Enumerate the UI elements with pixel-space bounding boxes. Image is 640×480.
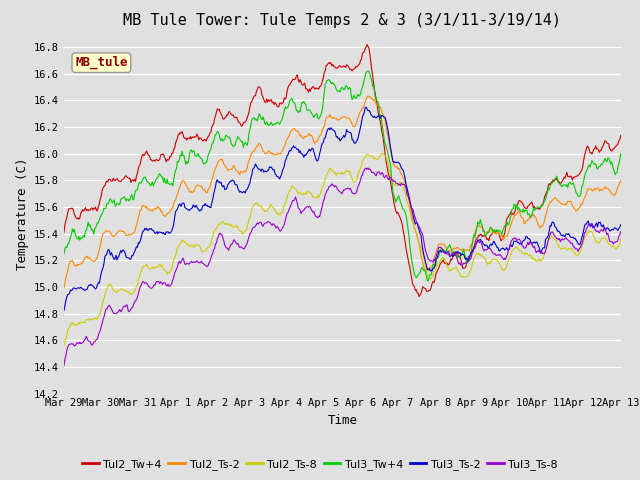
- Tul2_Ts-2: [617, 178, 625, 183]
- Tul3_Tw+4: [159, 174, 166, 180]
- Title: MB Tule Tower: Tule Temps 2 & 3 (3/1/11-3/19/14): MB Tule Tower: Tule Temps 2 & 3 (3/1/11-…: [124, 13, 561, 28]
- Line: Tul3_Tw+4: Tul3_Tw+4: [64, 71, 621, 281]
- Tul3_Ts-2: [433, 255, 440, 261]
- Tul3_Ts-8: [159, 282, 166, 288]
- Tul3_Tw+4: [434, 255, 442, 261]
- Tul3_Ts-8: [60, 363, 68, 369]
- Tul3_Tw+4: [204, 158, 211, 164]
- Line: Tul3_Ts-8: Tul3_Ts-8: [64, 168, 621, 366]
- Tul3_Ts-2: [159, 231, 166, 237]
- Tul2_Ts-2: [364, 93, 372, 99]
- Line: Tul2_Ts-8: Tul2_Ts-8: [64, 154, 621, 346]
- Tul3_Ts-2: [389, 159, 397, 165]
- Y-axis label: Temperature (C): Temperature (C): [15, 157, 29, 270]
- Tul3_Tw+4: [424, 278, 431, 284]
- Legend: Tul2_Tw+4, Tul2_Ts-2, Tul2_Ts-8, Tul3_Tw+4, Tul3_Ts-2, Tul3_Ts-8: Tul2_Tw+4, Tul2_Ts-2, Tul2_Ts-8, Tul3_Tw…: [77, 455, 563, 474]
- Tul3_Tw+4: [481, 233, 489, 239]
- Tul2_Ts-2: [433, 247, 440, 253]
- Tul3_Ts-2: [312, 156, 320, 162]
- Tul2_Ts-2: [480, 228, 488, 233]
- Tul3_Tw+4: [60, 251, 68, 257]
- Tul3_Ts-2: [362, 104, 370, 110]
- Tul2_Tw+4: [312, 85, 320, 91]
- Tul2_Tw+4: [617, 132, 625, 138]
- Tul2_Tw+4: [415, 294, 423, 300]
- Tul3_Tw+4: [617, 151, 625, 156]
- Tul3_Ts-8: [389, 177, 397, 183]
- Tul3_Ts-8: [312, 214, 320, 219]
- Line: Tul2_Tw+4: Tul2_Tw+4: [64, 45, 621, 297]
- Tul2_Tw+4: [481, 233, 489, 239]
- Tul2_Tw+4: [389, 194, 397, 200]
- Line: Tul2_Ts-2: Tul2_Ts-2: [64, 96, 621, 288]
- Tul3_Ts-8: [364, 165, 372, 171]
- Tul2_Tw+4: [60, 229, 68, 235]
- Tul2_Ts-2: [389, 159, 397, 165]
- Tul2_Ts-8: [433, 263, 440, 269]
- Tul3_Ts-8: [433, 252, 440, 257]
- Tul2_Tw+4: [159, 151, 166, 157]
- Tul2_Ts-8: [159, 265, 166, 271]
- Tul3_Ts-2: [60, 308, 68, 313]
- Tul2_Tw+4: [434, 267, 442, 273]
- Tul2_Ts-8: [389, 180, 397, 186]
- Tul3_Ts-8: [480, 248, 488, 254]
- Tul2_Ts-2: [312, 139, 320, 144]
- Tul3_Ts-8: [617, 229, 625, 235]
- Text: MB_tule: MB_tule: [75, 56, 127, 69]
- Tul2_Ts-2: [159, 211, 166, 216]
- Line: Tul3_Ts-2: Tul3_Ts-2: [64, 107, 621, 311]
- Tul3_Ts-8: [204, 264, 211, 270]
- Tul2_Ts-8: [480, 255, 488, 261]
- Tul3_Tw+4: [389, 191, 397, 196]
- Tul2_Ts-2: [204, 190, 211, 195]
- Tul2_Ts-8: [312, 195, 320, 201]
- Tul2_Ts-2: [60, 285, 68, 291]
- Tul3_Tw+4: [364, 68, 372, 74]
- Tul3_Tw+4: [312, 112, 320, 118]
- X-axis label: Time: Time: [328, 414, 357, 427]
- Tul2_Ts-8: [378, 151, 386, 156]
- Tul2_Ts-8: [617, 236, 625, 242]
- Tul2_Ts-8: [204, 245, 211, 251]
- Tul3_Ts-2: [204, 203, 211, 208]
- Tul3_Ts-2: [617, 222, 625, 228]
- Tul2_Ts-8: [60, 343, 68, 348]
- Tul2_Tw+4: [204, 135, 211, 141]
- Tul3_Ts-2: [480, 241, 488, 247]
- Tul2_Tw+4: [363, 42, 371, 48]
